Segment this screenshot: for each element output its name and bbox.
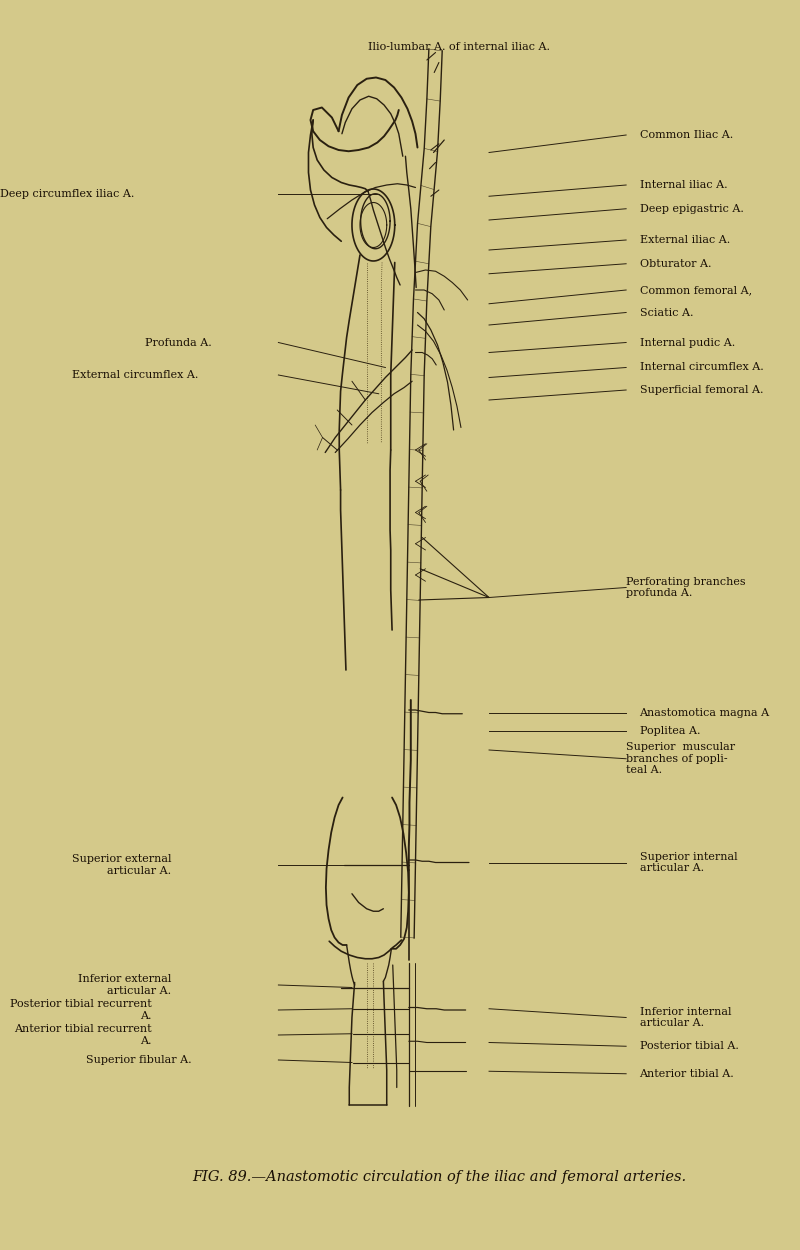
Text: Internal circumflex A.: Internal circumflex A.: [639, 362, 763, 372]
Text: Ilio-lumbar A. of internal iliac A.: Ilio-lumbar A. of internal iliac A.: [368, 42, 550, 52]
Text: Superficial femoral A.: Superficial femoral A.: [639, 385, 763, 395]
Text: Inferior internal
articular A.: Inferior internal articular A.: [639, 1006, 731, 1029]
Text: Sciatic A.: Sciatic A.: [639, 308, 693, 318]
Text: Internal pudic A.: Internal pudic A.: [639, 338, 734, 348]
Text: Obturator A.: Obturator A.: [639, 259, 711, 269]
Text: Poplitea A.: Poplitea A.: [639, 726, 700, 736]
Text: External circumflex A.: External circumflex A.: [72, 370, 198, 380]
Text: Deep circumflex iliac A.: Deep circumflex iliac A.: [0, 189, 134, 199]
Text: Common Iliac A.: Common Iliac A.: [639, 130, 733, 140]
Text: Superior fibular A.: Superior fibular A.: [86, 1055, 191, 1065]
Text: Anastomotica magna A: Anastomotica magna A: [639, 707, 770, 717]
Text: FIG. 89.—Anastomotic circulation of the iliac and femoral arteries.: FIG. 89.—Anastomotic circulation of the …: [192, 1170, 686, 1185]
Text: Perforating branches
profunda A.: Perforating branches profunda A.: [626, 576, 746, 599]
Text: Posterior tibial recurrent
A.: Posterior tibial recurrent A.: [10, 999, 151, 1021]
Text: Internal iliac A.: Internal iliac A.: [639, 180, 727, 190]
Text: Anterior tibial A.: Anterior tibial A.: [639, 1069, 734, 1079]
Text: Anterior tibial recurrent
A.: Anterior tibial recurrent A.: [14, 1024, 151, 1046]
Text: Superior external
articular A.: Superior external articular A.: [72, 854, 171, 876]
Text: Posterior tibial A.: Posterior tibial A.: [639, 1041, 738, 1051]
Text: Inferior external
articular A.: Inferior external articular A.: [78, 974, 171, 996]
Text: Common femoral A,: Common femoral A,: [639, 285, 752, 295]
Text: Profunda A.: Profunda A.: [145, 338, 211, 348]
Text: Superior  muscular
branches of popli-
teal A.: Superior muscular branches of popli- tea…: [626, 742, 735, 775]
Text: Superior internal
articular A.: Superior internal articular A.: [639, 851, 737, 874]
Text: External iliac A.: External iliac A.: [639, 235, 730, 245]
Text: Deep epigastric A.: Deep epigastric A.: [639, 204, 743, 214]
